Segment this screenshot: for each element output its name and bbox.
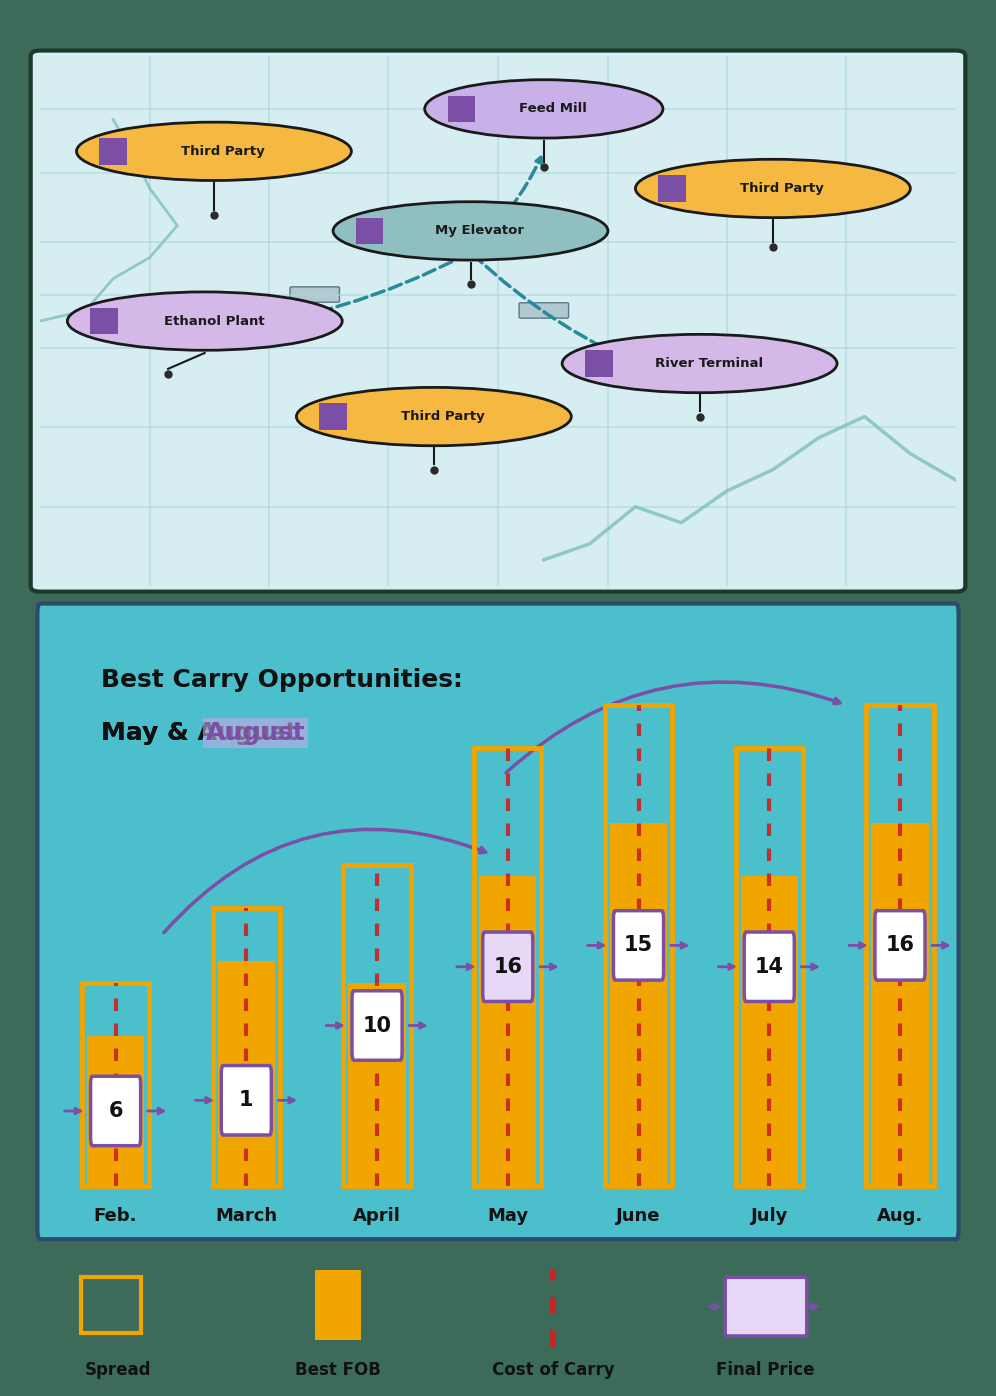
FancyBboxPatch shape <box>290 286 340 303</box>
Bar <box>213 907 280 1185</box>
Bar <box>356 218 383 244</box>
FancyBboxPatch shape <box>519 303 569 318</box>
Text: Third Party: Third Party <box>740 181 824 195</box>
Text: Final Price: Final Price <box>716 1361 815 1379</box>
FancyBboxPatch shape <box>614 910 663 980</box>
FancyBboxPatch shape <box>352 991 402 1060</box>
Bar <box>605 705 672 1185</box>
Text: 6: 6 <box>109 1101 123 1121</box>
Bar <box>658 176 686 202</box>
Text: River Terminal: River Terminal <box>654 357 763 370</box>
Text: 14: 14 <box>755 956 784 977</box>
Text: Ethanol Plant: Ethanol Plant <box>163 314 264 328</box>
Text: Best FOB: Best FOB <box>295 1361 380 1379</box>
Bar <box>344 866 410 1185</box>
Text: 16: 16 <box>493 956 522 977</box>
FancyBboxPatch shape <box>483 933 533 1001</box>
Text: Best Carry Opportunities:: Best Carry Opportunities: <box>101 667 463 691</box>
Bar <box>740 875 798 1185</box>
Bar <box>867 705 933 1185</box>
FancyBboxPatch shape <box>221 1065 271 1135</box>
Text: March: March <box>215 1208 277 1226</box>
Text: Third Party: Third Party <box>181 145 265 158</box>
Bar <box>474 748 542 1185</box>
FancyBboxPatch shape <box>91 1076 140 1146</box>
Bar <box>736 748 803 1185</box>
Bar <box>610 822 667 1185</box>
Ellipse shape <box>297 388 572 445</box>
Bar <box>100 138 126 165</box>
Bar <box>87 1036 144 1185</box>
FancyBboxPatch shape <box>725 1277 807 1336</box>
Ellipse shape <box>77 123 352 180</box>
Text: July: July <box>751 1208 788 1226</box>
Text: June: June <box>617 1208 660 1226</box>
Ellipse shape <box>562 335 837 392</box>
Ellipse shape <box>333 201 608 260</box>
Text: My Elevator: My Elevator <box>435 225 524 237</box>
Text: 10: 10 <box>363 1015 391 1036</box>
Text: Feed Mill: Feed Mill <box>519 102 587 116</box>
Text: Cost of Carry: Cost of Carry <box>492 1361 615 1379</box>
Bar <box>447 95 475 123</box>
FancyBboxPatch shape <box>744 933 794 1001</box>
Bar <box>82 983 149 1185</box>
Bar <box>479 875 537 1185</box>
Bar <box>217 962 275 1185</box>
FancyBboxPatch shape <box>874 910 925 980</box>
Ellipse shape <box>635 159 910 218</box>
Text: May &: May & <box>101 722 197 745</box>
Text: Third Party: Third Party <box>401 410 485 423</box>
Text: 15: 15 <box>623 935 653 955</box>
Text: April: April <box>354 1208 401 1226</box>
Ellipse shape <box>424 80 663 138</box>
Bar <box>320 403 347 430</box>
Bar <box>585 350 613 377</box>
Bar <box>315 1270 361 1340</box>
Ellipse shape <box>68 292 343 350</box>
Text: 16: 16 <box>885 935 914 955</box>
Text: Aug.: Aug. <box>876 1208 923 1226</box>
Text: August: August <box>206 722 306 745</box>
Text: 1: 1 <box>239 1090 254 1110</box>
FancyBboxPatch shape <box>31 50 965 592</box>
Bar <box>872 822 928 1185</box>
Text: Spread: Spread <box>85 1361 151 1379</box>
Text: Feb.: Feb. <box>94 1208 137 1226</box>
Text: May & August: May & August <box>101 722 297 745</box>
FancyBboxPatch shape <box>38 603 958 1240</box>
Bar <box>91 309 118 335</box>
Bar <box>81 1277 140 1333</box>
Text: May: May <box>487 1208 528 1226</box>
Bar <box>349 983 405 1185</box>
